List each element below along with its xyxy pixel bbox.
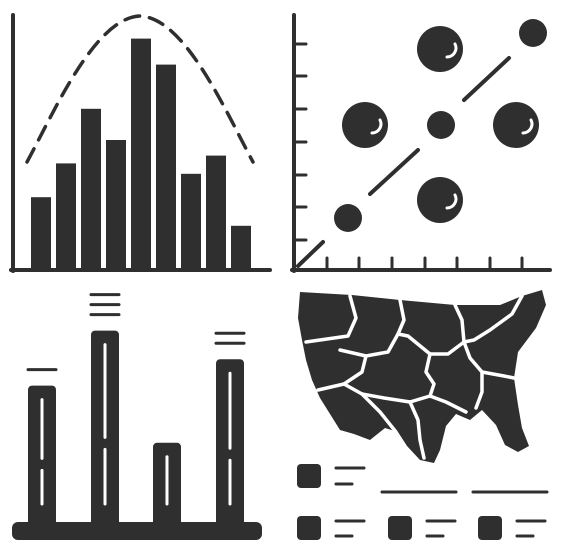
histogram-bar	[156, 64, 176, 270]
legend-entry	[478, 516, 547, 540]
labeled-bars	[26, 293, 246, 528]
map-with-legend-icon	[297, 290, 549, 540]
distribution-curve	[25, 14, 255, 164]
scatter-point-small	[427, 111, 455, 139]
scatter-point-highlights	[370, 42, 534, 210]
scatter-y-ticks	[292, 42, 308, 242]
scatter-point-large	[342, 102, 388, 148]
map-region-borders	[304, 294, 524, 460]
labeled-bar	[89, 293, 121, 528]
histogram-bar	[106, 140, 126, 270]
histogram-bar	[81, 108, 101, 270]
legend-swatch	[388, 516, 412, 540]
map-legend	[297, 464, 549, 540]
scatter-point-large	[417, 177, 463, 223]
scatter-point-large	[417, 26, 463, 72]
labeled-bar	[26, 368, 58, 528]
histogram-with-distribution-curve-icon	[9, 13, 272, 273]
scatter-point-small	[519, 19, 547, 47]
labeled-bar	[153, 442, 181, 528]
legend-swatch	[297, 516, 321, 540]
legend-swatch	[478, 516, 502, 540]
histogram-bars	[31, 38, 251, 270]
scatter-point-large	[493, 102, 539, 148]
trend-line	[296, 56, 511, 268]
histogram-bar	[131, 38, 151, 270]
histogram-bar	[31, 197, 51, 270]
labeled-bar	[214, 331, 246, 528]
scatter-x-ticks	[325, 256, 524, 272]
scatter-plot-with-trend-line-icon	[290, 13, 552, 273]
legend-swatch	[297, 464, 321, 488]
histogram-bar	[181, 173, 201, 270]
legend-entry	[388, 516, 457, 540]
histogram-bar	[206, 155, 226, 270]
histogram-bar	[56, 163, 76, 270]
bar-chart-with-labels-icon	[12, 293, 262, 540]
legend-entry	[297, 464, 366, 488]
legend-entry	[297, 516, 366, 540]
scatter-point-small	[334, 204, 362, 232]
histogram-bar	[231, 225, 251, 270]
scatter-points	[334, 19, 547, 232]
bar-chart-baseline	[12, 522, 262, 540]
